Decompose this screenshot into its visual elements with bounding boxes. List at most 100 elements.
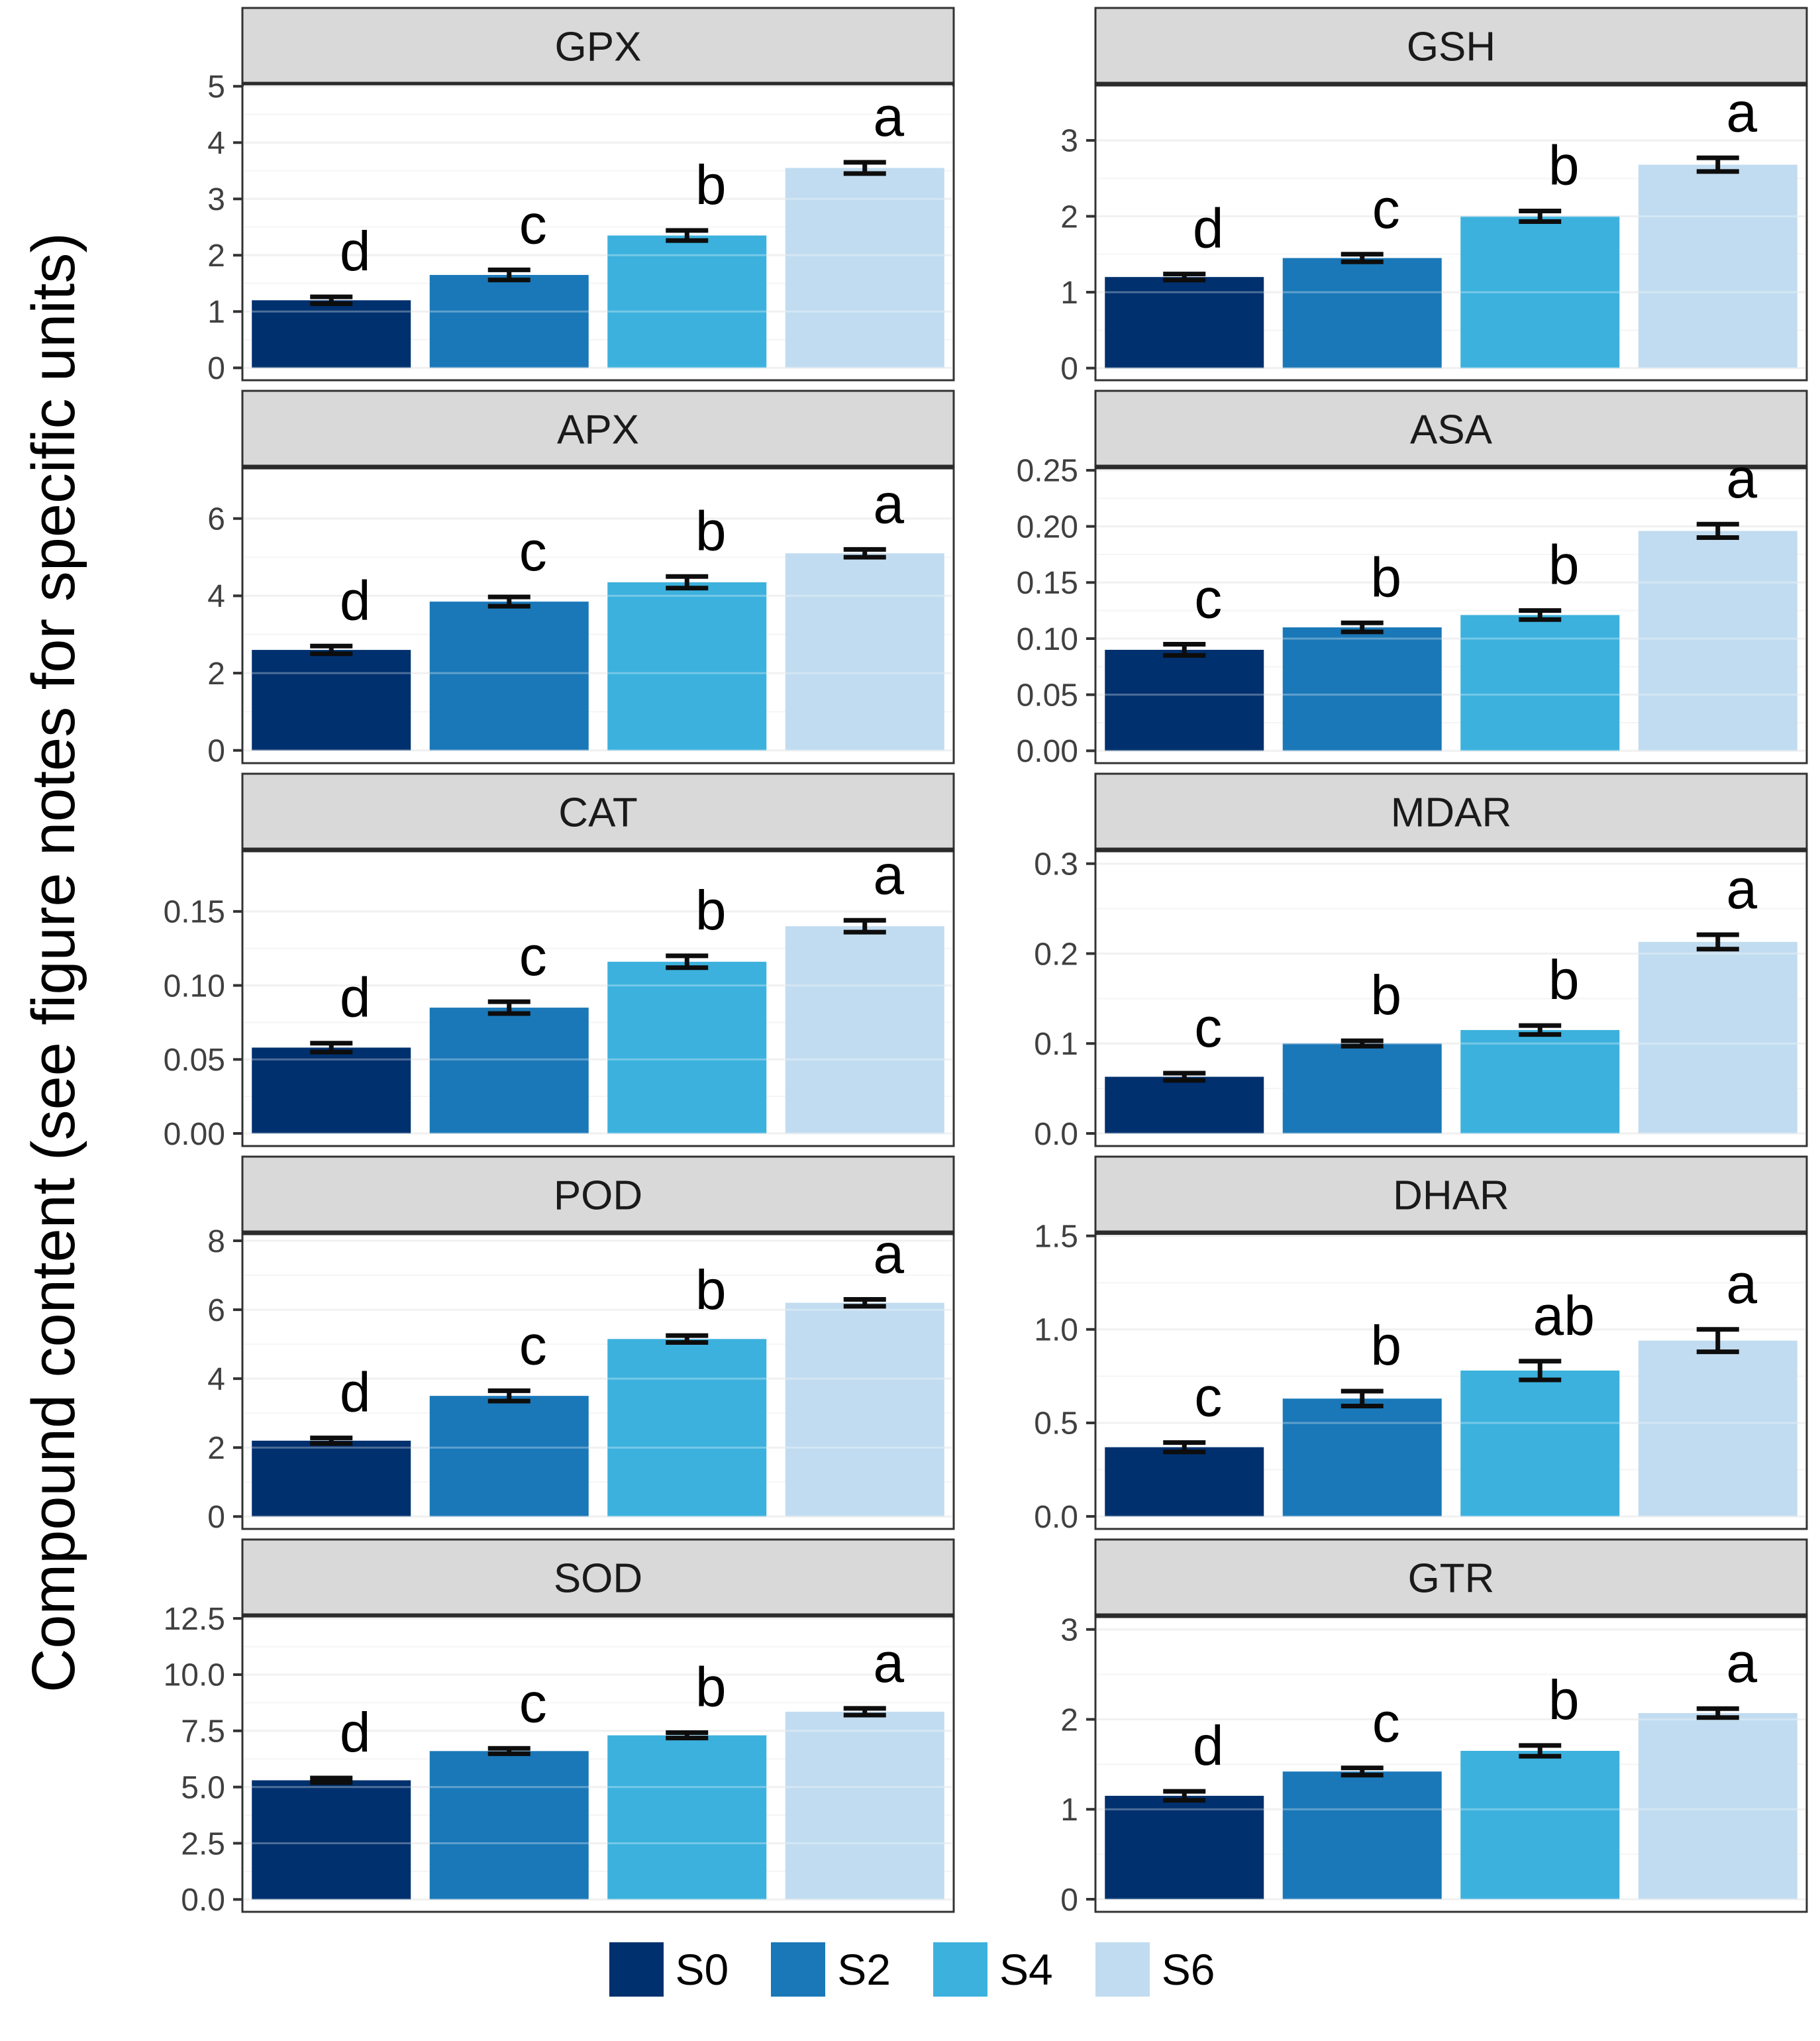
error-bar-s4 <box>1519 608 1562 622</box>
bar-s4 <box>1460 216 1620 368</box>
y-tick-label: 7.5 <box>181 1714 225 1750</box>
bar-s4 <box>607 1735 767 1900</box>
facet-panel-gpx: GPX d c b a 0 1 2 3 4 5 <box>130 5 956 388</box>
y-tick-label: 2.5 <box>181 1826 225 1861</box>
y-tick-label: 0 <box>207 351 225 386</box>
facet-panel-apx: APX d c b a 0 2 4 6 <box>130 388 956 771</box>
sig-letter: a <box>1726 447 1757 509</box>
error-bar-s6 <box>1696 1327 1739 1355</box>
legend-swatch-s4 <box>933 1942 987 1997</box>
sig-letter: b <box>1370 546 1401 608</box>
sig-letter: ab <box>1533 1284 1595 1347</box>
facet-chart-asa: ASA c b b a 0.00 0.05 0.10 0.15 0.20 0.25 <box>1017 390 1808 769</box>
facet-chart-pod: POD d c b a 0 2 4 6 8 <box>207 1155 955 1535</box>
error-bar-s0 <box>310 643 353 656</box>
facet-panel-gtr: GTR d c b a 0 1 2 3 <box>983 1537 1809 1920</box>
y-tick-label: 2 <box>207 656 225 692</box>
facet-title: GSH <box>1407 24 1495 70</box>
y-tick-label: 0.0 <box>1034 1117 1078 1152</box>
sig-letter: a <box>873 85 904 148</box>
sig-letter: d <box>1193 1714 1224 1777</box>
facet-title: DHAR <box>1393 1173 1509 1218</box>
facet-title: POD <box>554 1173 642 1218</box>
sig-letter: a <box>1726 81 1757 143</box>
error-bar-s4 <box>1519 1743 1562 1759</box>
y-tick-label: 8 <box>207 1224 225 1259</box>
y-tick-label: 10.0 <box>164 1658 225 1693</box>
legend: S0 S2 S4 S6 <box>4 1942 1820 1997</box>
error-bar-s0 <box>1163 1071 1206 1083</box>
error-bar-s4 <box>666 953 709 970</box>
error-bar-s2 <box>1340 1388 1384 1409</box>
bar-s2 <box>429 1751 589 1900</box>
error-bar-s4 <box>666 574 709 591</box>
sig-letter: d <box>340 1701 371 1763</box>
facet-chart-mdar: MDAR c b b a 0.0 0.1 0.2 0.3 <box>1034 772 1808 1152</box>
facet-panel-pod: POD d c b a 0 2 4 6 8 <box>130 1154 956 1537</box>
facet-panel-dhar: DHAR c b ab a 0.0 0.5 1.0 1.5 <box>983 1154 1809 1537</box>
facet-title: APX <box>557 407 639 452</box>
y-tick-label: 0.0 <box>181 1883 225 1918</box>
bar-s2 <box>429 1396 589 1517</box>
sig-letter: a <box>873 843 904 906</box>
error-bar-s6 <box>1696 521 1739 541</box>
y-tick-label: 0 <box>1060 1883 1078 1918</box>
bar-s6 <box>785 553 944 751</box>
sig-letter: b <box>695 499 727 562</box>
sig-letter: b <box>695 154 727 216</box>
y-tick-label: 1.5 <box>1034 1219 1078 1254</box>
error-bar-s0 <box>310 294 353 306</box>
facet-title: GTR <box>1408 1555 1495 1601</box>
error-bar-s6 <box>1696 1706 1739 1720</box>
error-bar-s4 <box>1519 1359 1562 1383</box>
bar-s6 <box>1638 531 1797 751</box>
legend-item-s2: S2 <box>771 1942 891 1997</box>
facet-chart-gpx: GPX d c b a 0 1 2 3 4 5 <box>207 7 955 386</box>
error-bar-s2 <box>1340 1765 1384 1778</box>
bar-s6 <box>785 926 944 1134</box>
sig-letter: c <box>1194 567 1222 629</box>
y-tick-label: 4 <box>207 126 225 161</box>
sig-letter: b <box>695 1259 727 1321</box>
bar-s4 <box>607 582 767 751</box>
sig-letter: c <box>1372 178 1400 240</box>
bar-s2 <box>1282 627 1442 751</box>
bar-s0 <box>252 1780 411 1900</box>
y-tick-label: 1 <box>1060 1793 1078 1828</box>
facet-chart-cat: CAT d c b a 0.00 0.05 0.10 0.15 <box>164 772 955 1152</box>
sig-letter: b <box>695 879 727 941</box>
y-tick-label: 0.20 <box>1017 509 1078 545</box>
facet-chart-gtr: GTR d c b a 0 1 2 3 <box>1060 1538 1808 1918</box>
bar-s4 <box>1460 1750 1620 1899</box>
error-bar-s0 <box>1163 272 1206 283</box>
y-tick-label: 3 <box>1060 1613 1078 1648</box>
y-tick-label: 0.1 <box>1034 1027 1078 1062</box>
sig-letter: c <box>1372 1691 1400 1753</box>
facet-strip <box>241 1155 955 1233</box>
y-tick-label: 2 <box>1060 199 1078 235</box>
facet-strip <box>1094 390 1808 468</box>
bar-s0 <box>1105 1795 1264 1899</box>
y-tick-label: 5 <box>207 70 225 105</box>
sig-letter: d <box>340 967 371 1029</box>
error-bar-s6 <box>1696 155 1739 174</box>
legend-item-s6: S6 <box>1095 1942 1215 1997</box>
error-bar-s2 <box>1340 1038 1384 1049</box>
y-axis-title-text: Compound content (see figure notes for s… <box>19 232 87 1693</box>
legend-swatch-s2 <box>771 1942 826 1997</box>
y-tick-label: 2 <box>207 1431 225 1466</box>
error-bar-s4 <box>666 1730 709 1741</box>
facet-title: GPX <box>555 24 642 70</box>
y-tick-label: 6 <box>207 502 225 537</box>
bar-s6 <box>785 1711 944 1900</box>
y-tick-label: 0.2 <box>1034 937 1078 972</box>
sig-letter: a <box>873 1222 904 1284</box>
bar-s6 <box>1638 1712 1797 1899</box>
y-tick-label: 0.05 <box>1017 678 1078 713</box>
y-tick-label: 4 <box>207 1362 225 1397</box>
error-bar-s6 <box>843 160 886 176</box>
facet-strip <box>1094 1155 1808 1233</box>
facet-strip <box>1094 7 1808 85</box>
facet-panel-mdar: MDAR c b b a 0.0 0.1 0.2 0.3 <box>983 771 1809 1154</box>
facet-chart-gsh: GSH d c b a 0 1 2 3 <box>1060 7 1808 386</box>
